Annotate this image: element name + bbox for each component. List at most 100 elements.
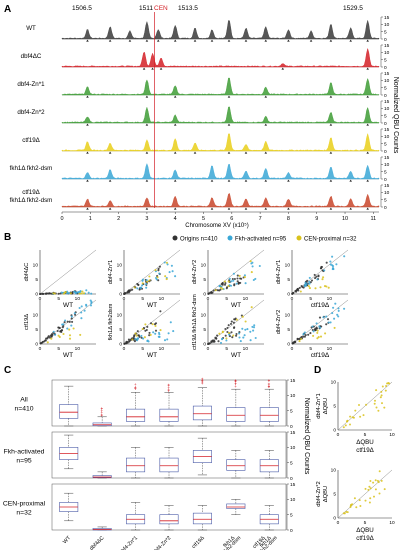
scatter-point: [145, 286, 148, 289]
legend-swatch-cen: [296, 235, 302, 241]
box-outlier: +: [101, 413, 104, 418]
delta-point: [358, 499, 361, 502]
scatter-y-tick-label: 0: [203, 342, 206, 348]
delta-point: [345, 510, 348, 513]
scatter-point: [225, 339, 228, 342]
delta-point: [374, 399, 376, 402]
box: [92, 422, 112, 426]
scatter-point: [154, 329, 158, 332]
origin-marker: [145, 123, 149, 126]
scatter-point: [254, 277, 257, 280]
strain-label: dbf4-Zn*1: [118, 535, 139, 550]
scatter-x-label: WT: [147, 352, 157, 359]
boxplot-axis-tick-label: 10: [290, 497, 296, 503]
panel-letter-b: B: [4, 232, 11, 243]
scatter-point: [226, 286, 229, 289]
track-axis-tick-label: 5: [384, 197, 387, 203]
scatter-point: [70, 315, 73, 318]
scatter-y-label: ctf19Δ fkh1Δ fkh2-dsm: [192, 294, 198, 350]
track-axis-tick-label: 10: [384, 162, 390, 168]
track-axis-tick-label: 15: [384, 183, 390, 189]
scatter-point: [240, 277, 243, 280]
scatter-point: [237, 281, 240, 285]
scatter-point: [133, 334, 136, 337]
origin-marker: [349, 39, 352, 42]
panel-letter-d: D: [314, 365, 321, 376]
scatter-point: [156, 276, 159, 279]
box-outlier: +: [167, 388, 170, 393]
scatter-y-tick-label: 5: [35, 277, 38, 283]
scatter-point: [239, 340, 242, 343]
scatter-point: [318, 325, 321, 328]
delta-point: [381, 385, 384, 388]
delta-point: [369, 487, 372, 490]
scatter-point: [322, 316, 325, 319]
scatter-point: [157, 267, 160, 270]
scatter-point: [144, 329, 147, 332]
peak-position-label: 1506.5: [72, 5, 92, 12]
boxplot-axis-tick-label: 0: [290, 528, 293, 534]
scatter-point: [343, 307, 346, 310]
scatter-point: [46, 341, 49, 344]
scatter-point: [236, 274, 239, 277]
boxplot-axis-tick-label: 10: [290, 445, 296, 451]
delta-point: [388, 382, 391, 385]
scatter-point: [149, 333, 152, 336]
origin-marker: [210, 179, 214, 182]
track-axis-tick-label: 0: [384, 37, 387, 43]
scatter-point: [90, 300, 93, 303]
scatter-point: [70, 324, 73, 327]
track-label: dbf4-Zn*2: [17, 109, 45, 116]
scatter-point: [159, 329, 162, 332]
scatter-x-tick-label: 5: [225, 296, 228, 302]
scatter-point: [72, 327, 75, 330]
origin-marker: [281, 67, 285, 70]
scatter-point: [73, 290, 76, 293]
origin-marker: [193, 151, 197, 154]
row-label: n=95: [16, 458, 32, 465]
scatter-point: [250, 262, 253, 265]
scatter-point: [244, 282, 247, 285]
scatter-point: [258, 264, 261, 268]
scatter-point: [225, 337, 228, 340]
box-outlier: +: [101, 406, 104, 411]
scatter-point: [63, 291, 66, 294]
x-axis-tick-label: 5: [202, 216, 205, 222]
origin-marker: [366, 123, 369, 126]
box-outlier: +: [167, 388, 170, 393]
delta-point: [386, 382, 389, 385]
scatter-point: [165, 261, 168, 264]
track-profile-3: [61, 77, 380, 96]
origin-marker: [193, 39, 197, 42]
diagonal-line: [207, 249, 265, 295]
scatter-point: [313, 273, 316, 276]
scatter-x-label: WT: [147, 302, 157, 309]
scatter-point: [148, 275, 151, 278]
scatter-point: [294, 340, 297, 344]
scatter-y-tick-label: 5: [35, 327, 38, 333]
scatter-point: [235, 282, 238, 285]
scatter-point: [241, 315, 244, 318]
boxplot-row-3: 15 10 5 0 CEN-proximal n=32: [3, 482, 296, 534]
box: [126, 408, 146, 422]
scatter-point: [218, 285, 221, 288]
delta-point: [380, 479, 383, 482]
box-outlier: +: [268, 384, 271, 389]
scatter-point: [253, 324, 256, 327]
scatter-point: [303, 335, 306, 338]
scatter-point: [292, 291, 295, 294]
scatter-x-tick-label: 5: [141, 296, 144, 302]
scatter-point: [307, 285, 310, 288]
scatter-point: [149, 322, 153, 325]
scatter-y-tick-label: 10: [33, 262, 39, 268]
scatter-y-label: fkh1Δ fkh2dsm: [108, 303, 114, 340]
scatter-point: [77, 290, 80, 294]
panel-a-y-title: Normalized QBU Counts: [392, 77, 399, 154]
scatter-point: [153, 323, 157, 326]
scatter-point: [62, 323, 65, 326]
scatter-point: [63, 321, 66, 324]
scatter-y-tick-label: 10: [201, 262, 207, 268]
